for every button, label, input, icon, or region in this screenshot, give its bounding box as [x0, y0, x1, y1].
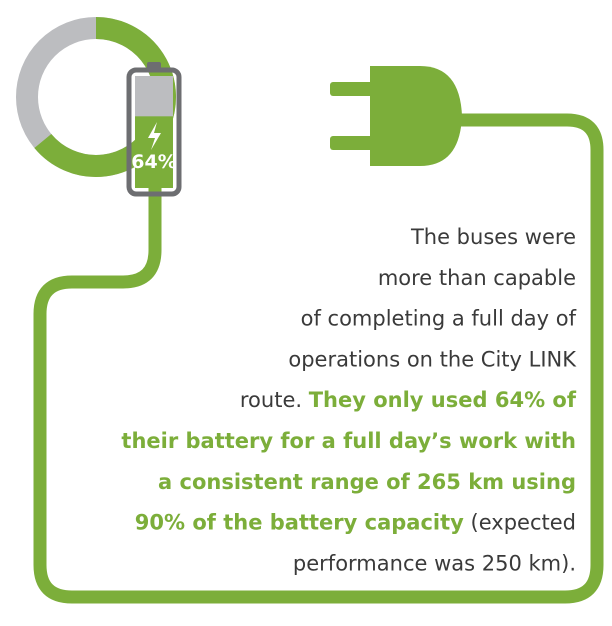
emphasis-text: a consistent range of 265 km using	[158, 470, 576, 494]
paragraph-line: route. They only used 64% of	[240, 388, 577, 412]
body-text: more than capable	[378, 266, 576, 290]
plug	[330, 66, 462, 166]
emphasis-text: their battery for a full day’s work with	[121, 429, 576, 453]
paragraph-line: more than capable	[378, 266, 576, 290]
paragraph-line: a consistent range of 265 km using	[158, 470, 576, 494]
body-text: The buses were	[410, 225, 576, 249]
body-text: route.	[240, 388, 309, 412]
paragraph-line: their battery for a full day’s work with	[121, 429, 576, 453]
paragraph-line: operations on the City LINK	[288, 347, 577, 371]
gauge-label: 64%	[131, 151, 176, 173]
paragraph-line: The buses were	[410, 225, 576, 249]
infographic: 64% The buses were more than capable of co…	[0, 0, 612, 626]
emphasis-text: They only used 64% of	[309, 388, 577, 412]
body-text: operations on the City LINK	[288, 347, 577, 371]
battery: 64%	[129, 62, 179, 194]
body-text: performance was 250 km).	[293, 551, 576, 575]
emphasis-text: 90% of the battery capacity	[135, 511, 464, 535]
paragraph-line: performance was 250 km).	[293, 551, 576, 575]
body-text: of completing a full day of	[301, 307, 577, 331]
paragraph: The buses were more than capable of comple…	[121, 225, 577, 575]
body-text: (expected	[464, 511, 576, 535]
paragraph-line: 90% of the battery capacity (expected	[135, 511, 576, 535]
paragraph-line: of completing a full day of	[301, 307, 577, 331]
